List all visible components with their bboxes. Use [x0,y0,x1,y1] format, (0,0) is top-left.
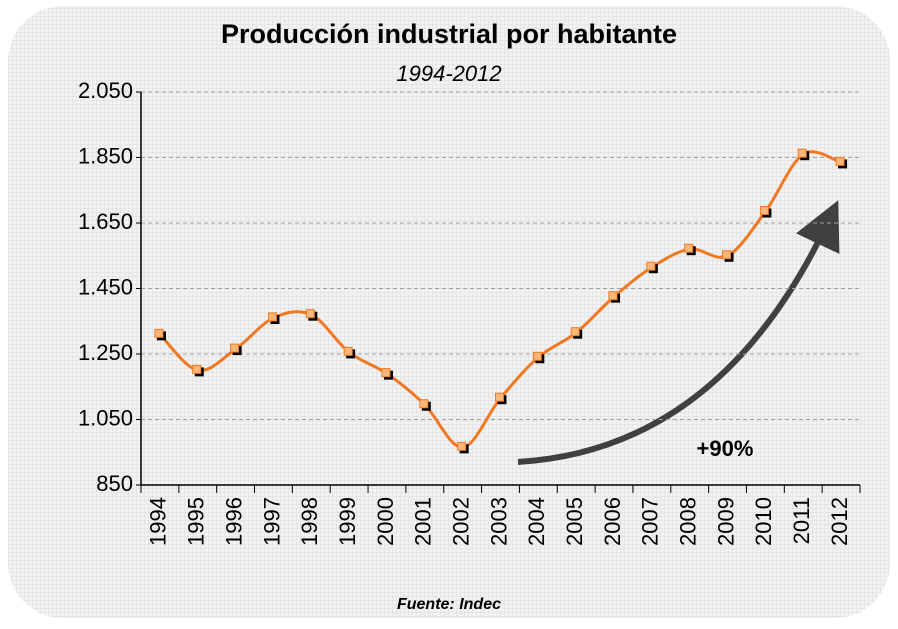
y-tick-label: 2.050 [78,78,133,103]
y-tick-label: 1.050 [78,405,133,430]
x-tick-label: 1999 [335,497,360,546]
marker [797,148,807,158]
marker [192,364,202,374]
marker [532,351,542,361]
x-tick-label: 2004 [524,497,549,546]
y-tick-label: 1.450 [78,274,133,299]
marker [608,291,618,301]
marker [759,206,769,216]
x-tick-label: 2011 [789,497,814,544]
x-tick-label: 2006 [600,497,625,546]
marker [343,346,353,356]
source: Fuente: Indec [397,596,501,613]
marker [267,312,277,322]
chart-title: Producción industrial por habitante [221,19,677,49]
marker [570,327,580,337]
marker [305,309,315,319]
annotation: +90% [697,436,754,461]
x-tick-label: 2005 [562,497,587,546]
marker [381,368,391,378]
marker [646,261,656,271]
x-tick-label: 1996 [221,497,246,546]
x-tick-label: 1995 [184,497,209,546]
x-tick-label: 2008 [676,497,701,546]
x-tick-label: 2000 [373,497,398,546]
x-tick-label: 2012 [827,497,852,546]
y-tick-label: 1.850 [78,143,133,168]
x-tick-label: 2001 [411,497,436,546]
marker [154,328,164,338]
marker [684,243,694,253]
marker [722,250,732,260]
marker [419,399,429,409]
x-tick-label: 2003 [486,497,511,546]
marker [495,392,504,402]
arrow [517,200,840,465]
x-tick-label: 2009 [713,497,738,546]
y-tick-label: 1.250 [78,340,133,365]
marker [230,343,240,353]
x-tick-label: 1998 [297,497,322,546]
marker [835,156,845,166]
y-tick-label: 1.650 [78,209,133,234]
x-tick-label: 2007 [638,497,663,546]
x-tick-label: 1994 [146,497,171,546]
x-tick-label: 2002 [448,497,473,546]
background [8,6,890,618]
y-tick-label: 850 [96,471,133,496]
marker [457,441,467,451]
chart-subtitle: 1994-2012 [396,61,501,86]
x-tick-label: 1997 [259,497,284,546]
x-tick-label: 2010 [751,497,776,546]
